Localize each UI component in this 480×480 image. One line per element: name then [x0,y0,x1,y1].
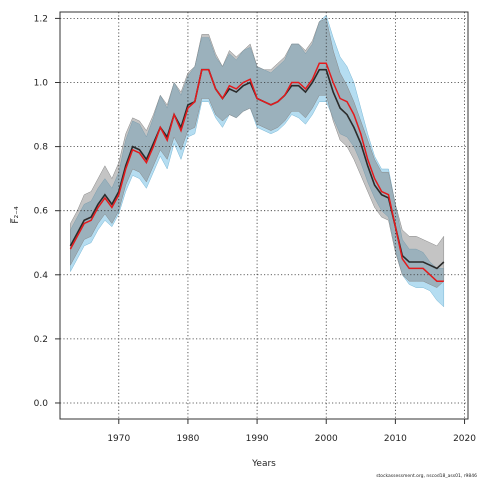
x-tick-label: 2020 [453,434,476,444]
y-tick-label: 1.0 [34,79,49,89]
grid-lines [60,12,468,419]
y-tick-label: 0.0 [34,399,49,409]
y-tick-label: 0.4 [34,271,49,281]
footer-note: stockassessment.org, nscod18_ass01, r984… [376,474,477,479]
x-tick-label: 1980 [176,434,199,444]
x-tick-label: 2010 [384,434,407,444]
y-axis: 0.0 0.2 0.4 0.6 0.8 1.0 1.2 [34,14,60,409]
y-tick-label: 1.2 [34,14,48,24]
series-line-1 [69,62,444,282]
plot-frame [59,11,469,420]
y-tick-label: 0.2 [34,335,48,345]
y-tick-label: 0.8 [34,143,49,153]
x-axis: 1970 1980 1990 2000 2010 2020 [107,419,476,444]
x-tick-label: 2000 [315,434,338,444]
y-axis-label: F̅₂₋₄ [9,206,21,224]
confidence-bands [70,14,445,308]
series-lines [69,62,445,282]
x-axis-label: Years [251,459,276,469]
x-tick-label: 1970 [107,434,130,444]
y-tick-label: 0.6 [34,207,49,217]
x-tick-label: 1990 [246,434,269,444]
